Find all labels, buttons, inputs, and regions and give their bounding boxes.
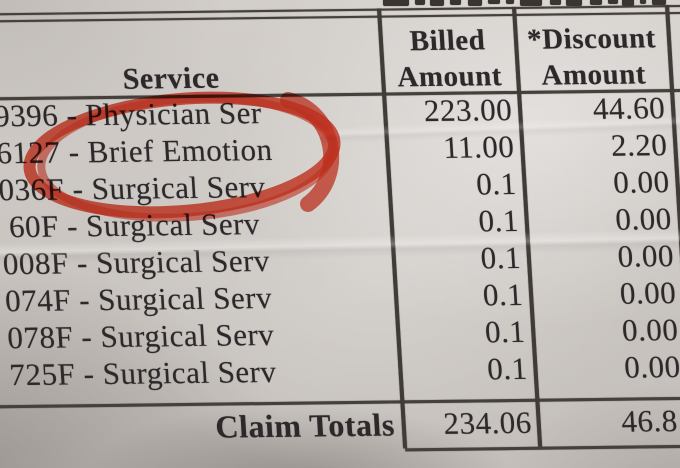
service-cell: 036F - Surgical Serv [0,169,267,208]
discount-amount-cell: 2.20 [610,127,669,163]
claim-totals-discount: 46.8 [620,403,679,439]
service-cell: 078F - Surgical Serv [6,316,276,356]
claim-totals-billed: 234.06 [442,404,533,441]
discount-column-header-line1: *Discount [526,22,657,56]
discount-amount-cell: 44.60 [591,90,667,127]
billed-amount-cell: 0.1 [479,239,522,276]
service-cell: 6127 - Brief Emotion [0,131,274,171]
discount-amount-cell: 0.00 [618,275,678,311]
billed-amount-cell: 0.1 [475,165,518,202]
discount-amount-cell: 0.00 [614,201,673,237]
billed-amount-cell: 0.1 [486,350,529,387]
discount-amount-cell: 0.00 [616,238,675,274]
service-cell: 60F - Surgical Serv [0,206,261,245]
service-cell: 008F - Surgical Serv [1,243,271,282]
billed-amount-cell: 0.1 [477,202,520,239]
billed-column-header-line1: Billed [408,24,487,58]
discount-amount-cell: 0.00 [620,312,680,348]
claim-totals-label: Claim Totals [214,406,396,445]
service-cell: 725F - Surgical Serv [8,353,278,393]
billed-amount-cell: 0.1 [481,276,525,313]
discount-amount-cell: 0.00 [612,164,671,200]
discount-amount-cell: 0.00 [623,348,680,385]
claim-totals-row: Claim Totals 234.06 46.8 [0,395,680,454]
billed-amount-cell: 0.1 [483,313,527,350]
cropped-text-remnant [0,0,680,9]
billed-amount-cell: 11.00 [442,129,516,165]
billed-amount-cell: 223.00 [422,92,514,129]
billed-column-header-line2: Amount [396,60,503,94]
service-cell: 9396 - Physician Ser [0,95,263,134]
discount-column-header-line2: Amount [540,58,647,92]
service-cell: 074F - Surgical Serv [4,279,274,319]
